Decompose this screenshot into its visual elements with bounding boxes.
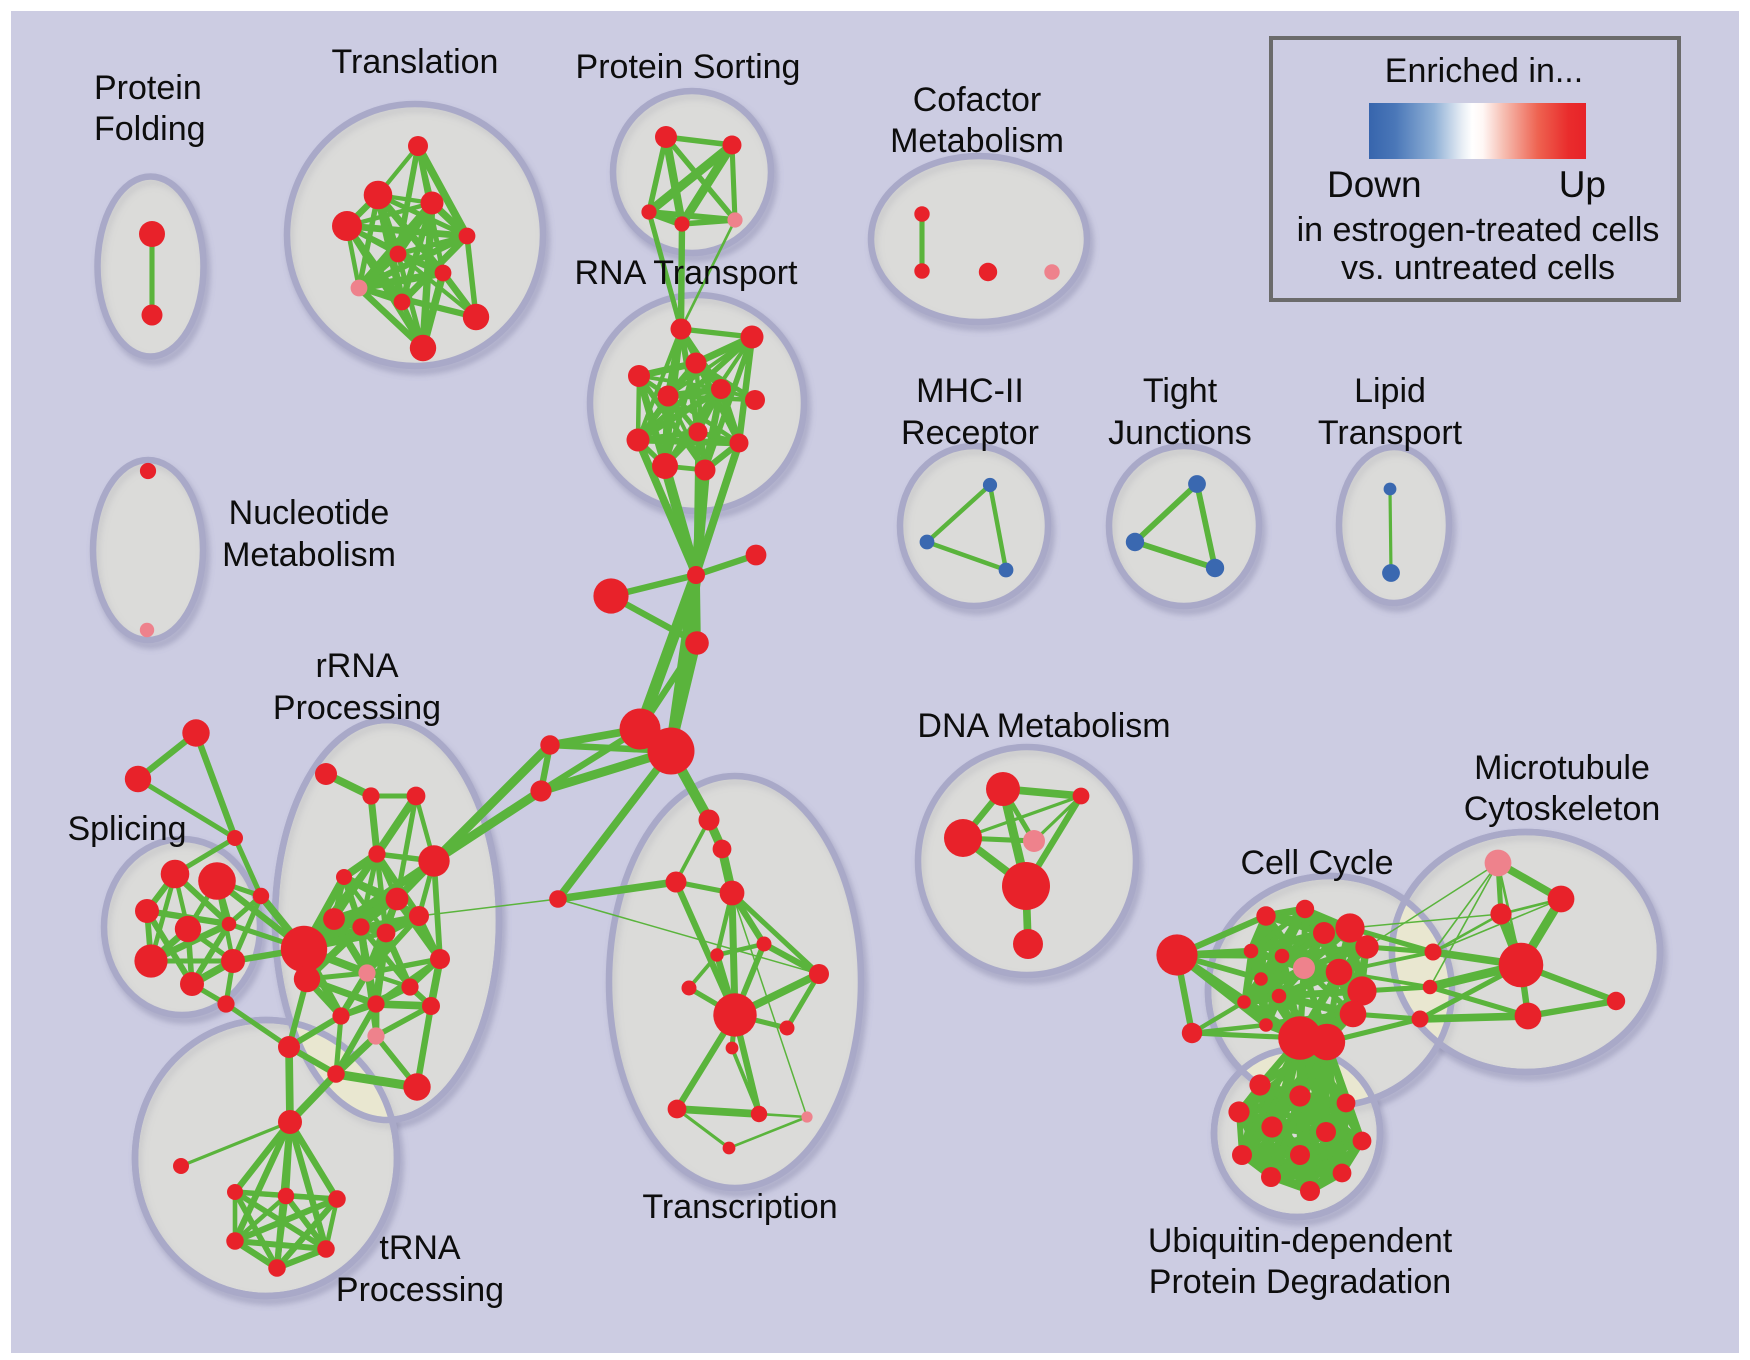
svg-text:Translation: Translation (332, 43, 499, 81)
svg-text:Protein Sorting: Protein Sorting (576, 48, 801, 86)
svg-text:Metabolism: Metabolism (890, 122, 1064, 160)
svg-text:RNA Transport: RNA Transport (575, 254, 799, 292)
svg-text:Transport: Transport (1318, 414, 1463, 452)
svg-text:Protein: Protein (94, 69, 202, 107)
svg-text:rRNA: rRNA (315, 647, 398, 685)
svg-text:Receptor: Receptor (901, 414, 1039, 452)
svg-text:Folding: Folding (94, 110, 206, 148)
svg-text:Splicing: Splicing (67, 810, 186, 848)
svg-text:in estrogen-treated cells: in estrogen-treated cells (1297, 211, 1660, 249)
svg-text:Protein Degradation: Protein Degradation (1149, 1263, 1451, 1301)
svg-text:Ubiquitin-dependent: Ubiquitin-dependent (1148, 1222, 1453, 1260)
svg-text:Cytoskeleton: Cytoskeleton (1464, 790, 1661, 828)
svg-text:Processing: Processing (273, 689, 441, 727)
svg-text:Metabolism: Metabolism (222, 536, 396, 574)
svg-text:tRNA: tRNA (379, 1229, 461, 1267)
svg-text:vs. untreated cells: vs. untreated cells (1341, 249, 1615, 287)
svg-text:Enriched in...: Enriched in... (1385, 52, 1583, 90)
svg-text:Transcription: Transcription (642, 1188, 837, 1226)
svg-text:Cell Cycle: Cell Cycle (1240, 844, 1393, 882)
svg-text:Lipid: Lipid (1354, 372, 1426, 410)
svg-text:Microtubule: Microtubule (1474, 749, 1650, 787)
svg-text:Nucleotide: Nucleotide (229, 494, 390, 532)
svg-text:Up: Up (1559, 164, 1606, 205)
svg-text:MHC-II: MHC-II (916, 372, 1024, 410)
svg-text:Junctions: Junctions (1108, 414, 1252, 452)
svg-text:Cofactor: Cofactor (913, 81, 1042, 119)
svg-text:Down: Down (1327, 164, 1422, 205)
svg-text:DNA Metabolism: DNA Metabolism (917, 707, 1170, 745)
svg-text:Processing: Processing (336, 1271, 504, 1309)
svg-text:Tight: Tight (1143, 372, 1218, 410)
